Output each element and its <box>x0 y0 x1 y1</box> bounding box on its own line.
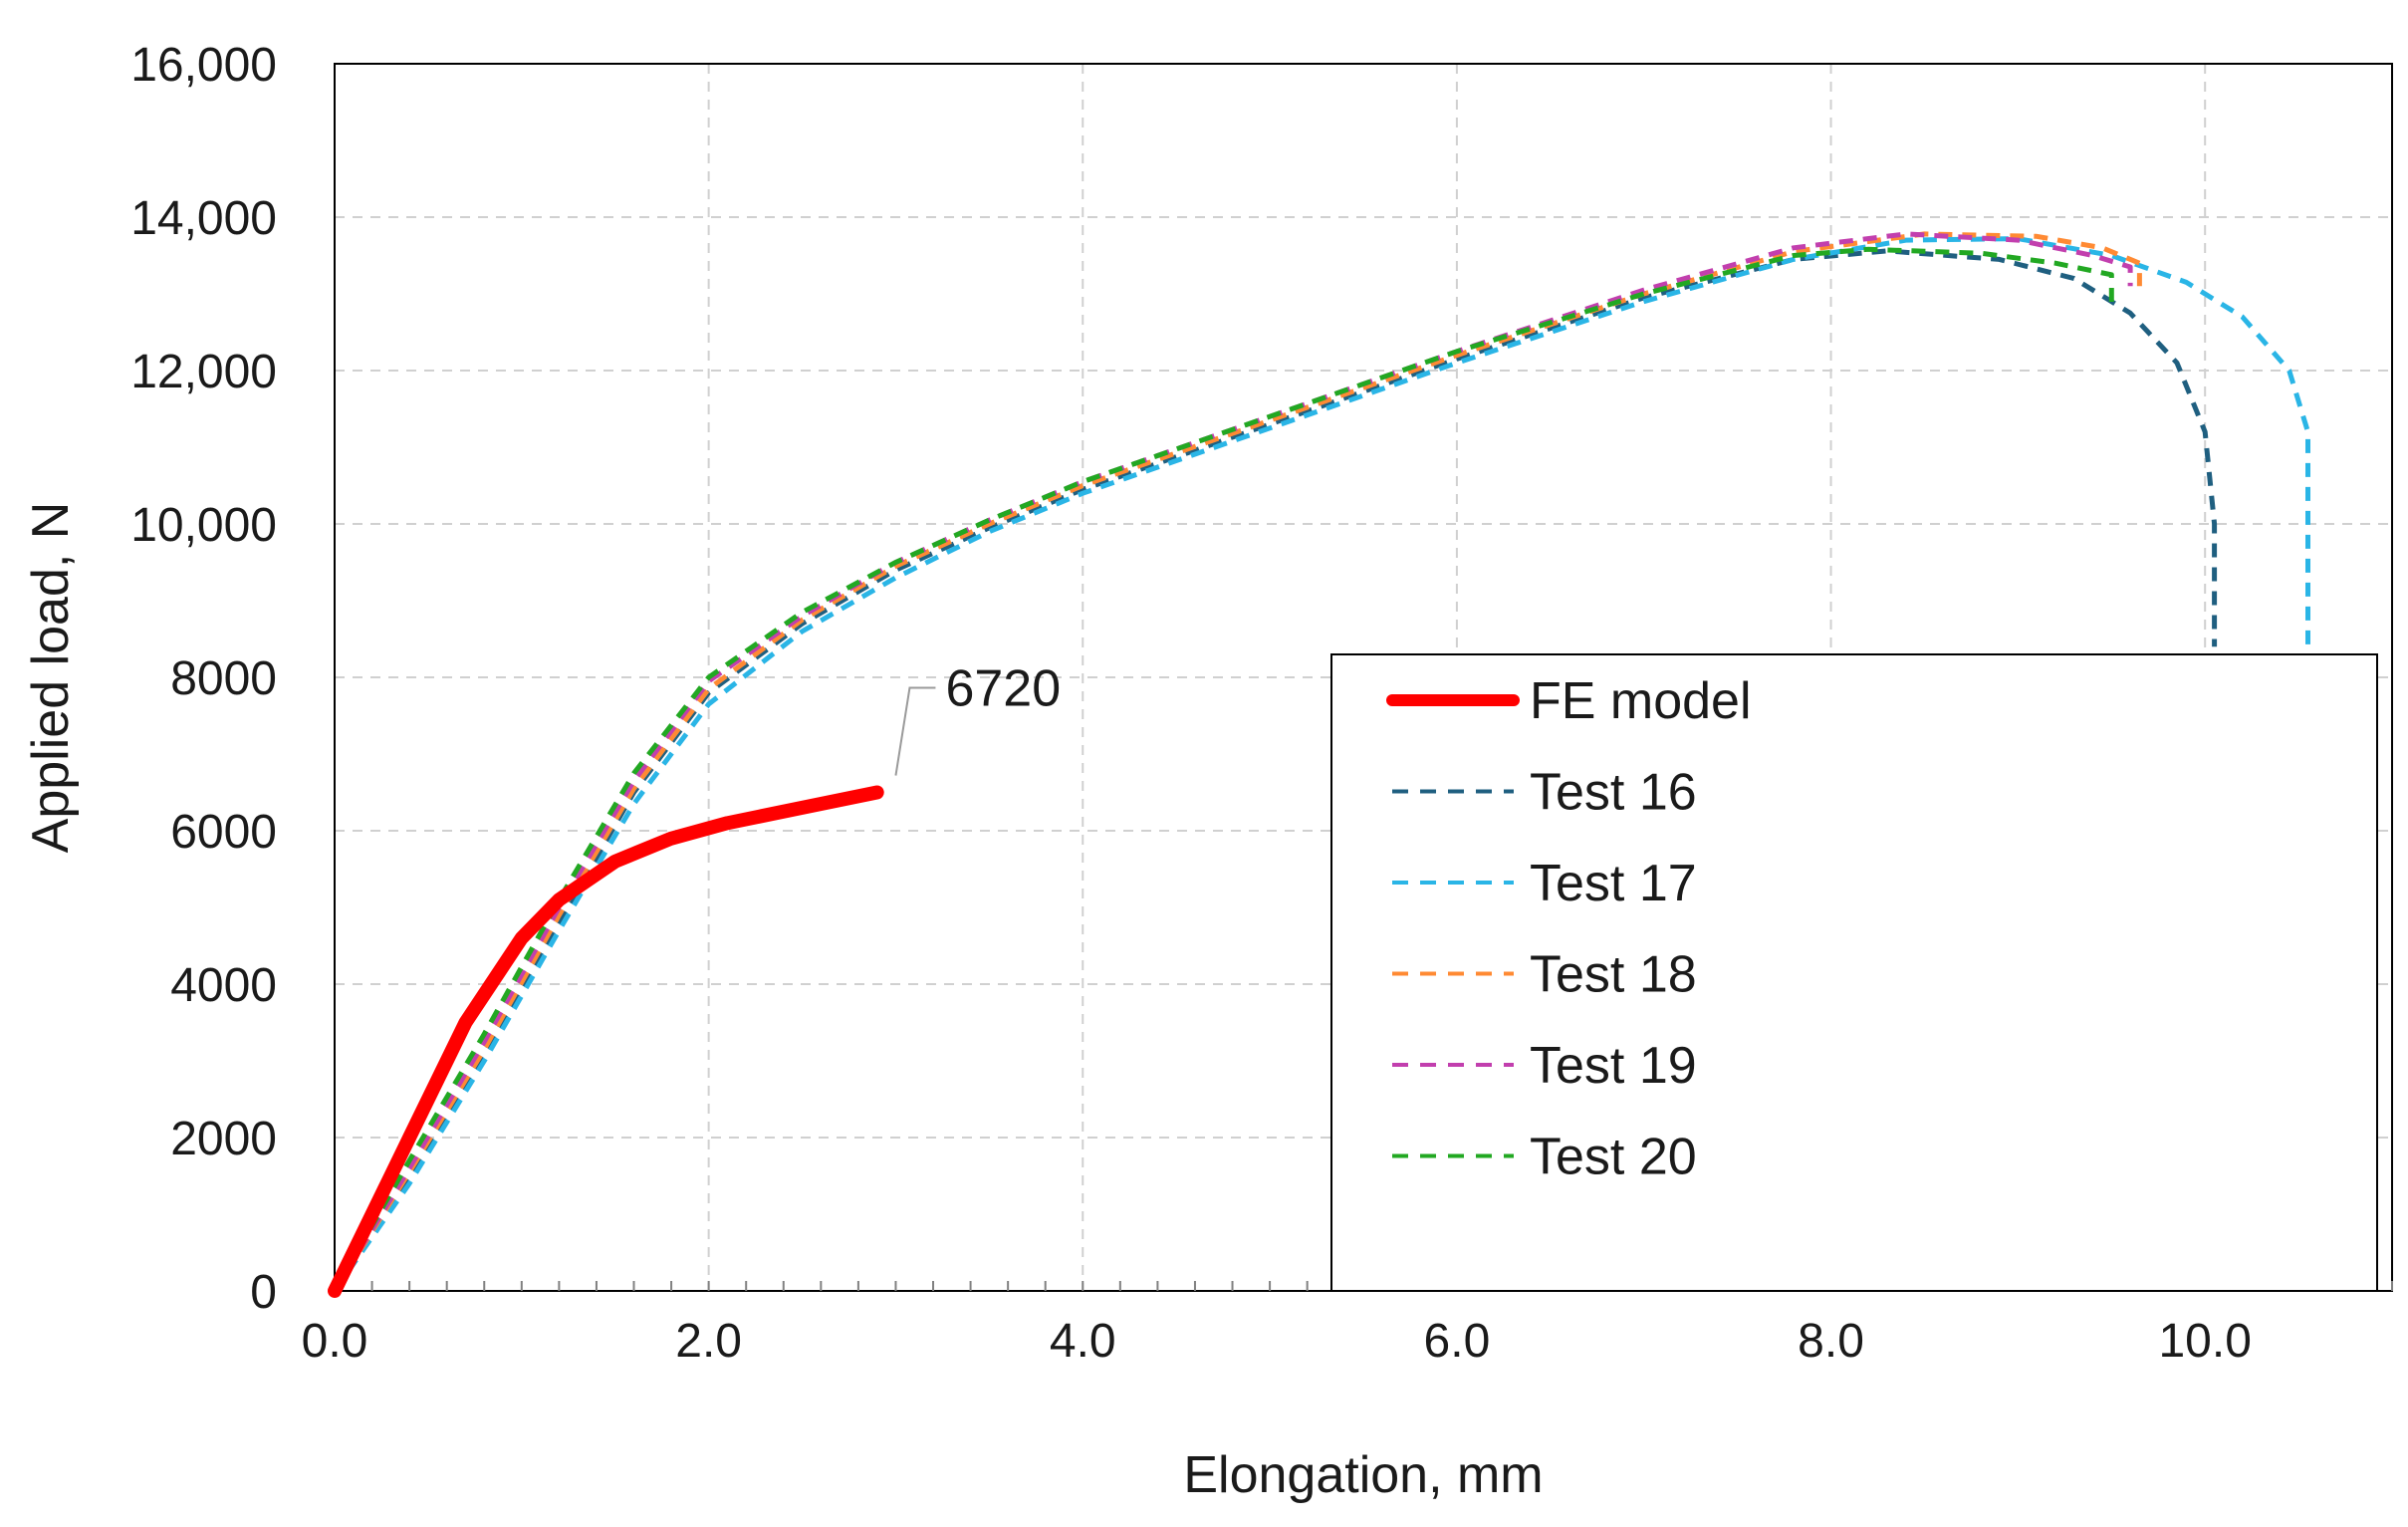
y-tick-label: 10,000 <box>130 499 277 552</box>
x-tick-label: 10.0 <box>2158 1315 2251 1368</box>
legend: FE model Test 16 Test 17 Test 18 Test 19 Test… <box>1330 653 2378 1292</box>
x-tick-label: 6.0 <box>1424 1315 1491 1368</box>
legend-label-test-16: Test 16 <box>1530 764 1697 822</box>
y-tick-label: 16,000 <box>130 39 277 92</box>
y-tick-label: 8000 <box>170 652 277 705</box>
y-tick-label: 0 <box>250 1266 277 1319</box>
series-line-test-18 <box>332 231 2142 1293</box>
tick-labels: 0.0 2.0 4.0 6.0 8.0 10.0 0 2000 4000 6000 8000 10,0… <box>130 39 2252 1368</box>
legend-label-test-19: Test 19 <box>1530 1037 1697 1095</box>
annotation-label: 6720 <box>945 660 1061 718</box>
annotations: 6720 <box>894 660 1061 776</box>
x-tick-label: 2.0 <box>675 1315 742 1368</box>
y-tick-label: 2000 <box>170 1113 277 1165</box>
x-tick-label: 0.0 <box>302 1315 368 1368</box>
series-layer <box>328 231 2310 1298</box>
y-tick-label: 4000 <box>170 959 277 1012</box>
series-line-fe-model <box>328 785 884 1298</box>
legend-label-fe-model: FE model <box>1530 672 1752 730</box>
y-tick-label: 12,000 <box>130 346 277 398</box>
annotation-leader-line <box>894 686 936 776</box>
legend-label-test-18: Test 18 <box>1530 946 1697 1004</box>
x-tick-label: 8.0 <box>1798 1315 1864 1368</box>
series-line-test-19 <box>332 231 2133 1293</box>
legend-items: FE model Test 16 Test 17 Test 18 Test 19 Test… <box>1386 672 1752 1186</box>
y-axis-title: Applied load, N <box>22 502 80 854</box>
legend-label-test-20: Test 20 <box>1530 1129 1697 1186</box>
x-tick-label: 4.0 <box>1050 1315 1116 1368</box>
legend-label-test-17: Test 17 <box>1530 855 1697 912</box>
y-tick-label: 6000 <box>170 806 277 859</box>
series-line-test-16 <box>332 248 2218 1293</box>
y-tick-label: 14,000 <box>130 192 277 245</box>
x-axis-title: Elongation, mm <box>1183 1446 1543 1504</box>
